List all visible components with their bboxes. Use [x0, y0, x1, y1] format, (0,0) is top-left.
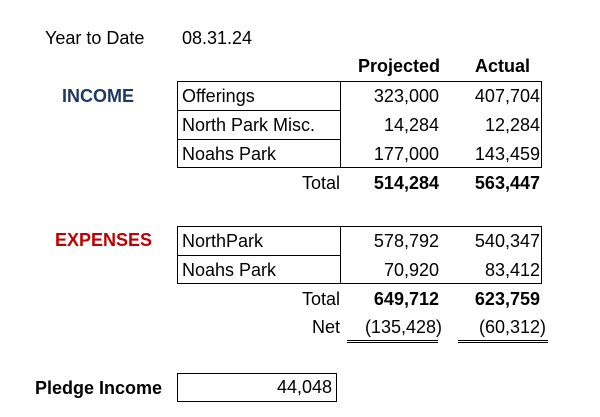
net-actual-double-underline: [458, 340, 548, 343]
actual-column-header: Actual: [474, 56, 530, 76]
income-row-line: [177, 139, 341, 140]
expenses-section-label: EXPENSES: [55, 230, 153, 250]
pledge-income-box: [177, 373, 337, 402]
expenses-total-actual: 623,759: [474, 289, 540, 309]
income-total-projected: 514,284: [373, 173, 439, 193]
income-row-actual: 143,459: [474, 144, 540, 164]
income-table-divider: [340, 81, 341, 168]
income-row-name: North Park Misc.: [182, 115, 316, 135]
expenses-row-projected: 70,920: [383, 260, 439, 280]
income-section-label: INCOME: [62, 86, 134, 106]
net-projected: (135,428): [364, 317, 442, 337]
expenses-row-line: [177, 255, 341, 256]
expenses-row-actual: 540,347: [474, 231, 540, 251]
income-total-label: Total: [301, 173, 340, 193]
income-row-name: Offerings: [182, 86, 255, 106]
income-row-projected: 323,000: [373, 86, 439, 106]
net-projected-double-underline: [347, 340, 438, 343]
income-row-actual: 12,284: [484, 115, 540, 135]
year-to-date-label: Year to Date: [45, 28, 145, 48]
income-total-actual: 563,447: [474, 173, 540, 193]
income-table: [177, 81, 542, 168]
income-row-actual: 407,704: [474, 86, 540, 106]
income-row-line: [177, 110, 341, 111]
expenses-row-actual: 83,412: [484, 260, 540, 280]
pledge-income-value: 44,048: [276, 377, 332, 397]
income-row-projected: 14,284: [383, 115, 439, 135]
net-label: Net: [311, 317, 340, 337]
projected-column-header: Projected: [357, 56, 440, 76]
expenses-row-name: NorthPark: [182, 231, 264, 251]
net-actual: (60,312): [478, 317, 546, 337]
expenses-row-projected: 578,792: [373, 231, 439, 251]
report-date: 08.31.24: [182, 28, 253, 48]
expenses-total-projected: 649,712: [373, 289, 439, 309]
income-row-name: Noahs Park: [182, 144, 277, 164]
expenses-total-label: Total: [301, 289, 340, 309]
income-row-projected: 177,000: [373, 144, 439, 164]
pledge-income-label: Pledge Income: [35, 378, 163, 398]
expenses-row-name: Noahs Park: [182, 260, 277, 280]
